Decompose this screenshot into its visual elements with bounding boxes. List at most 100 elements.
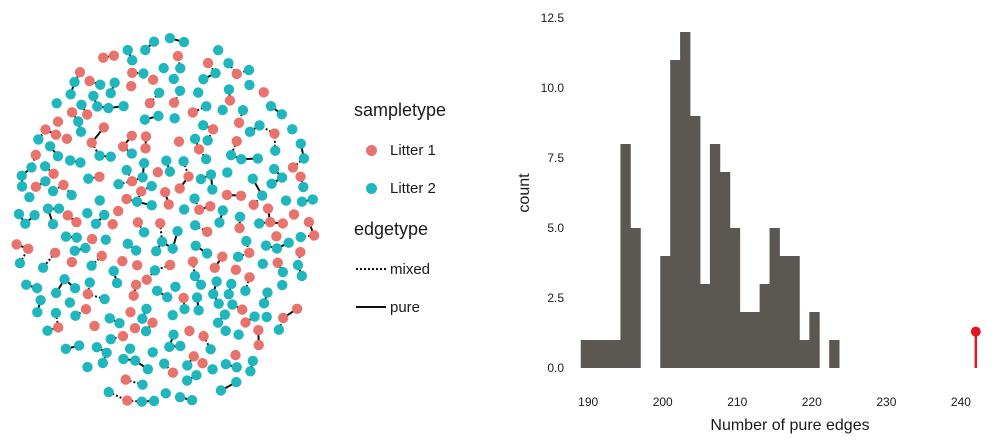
litter-2-node bbox=[277, 266, 289, 278]
litter-1-node bbox=[30, 181, 42, 193]
litter-2-node bbox=[147, 347, 158, 358]
litter-2-node bbox=[292, 259, 304, 271]
litter-2-node bbox=[26, 162, 37, 173]
litter-1-swatch bbox=[366, 144, 377, 156]
litter-1-node bbox=[164, 259, 176, 271]
litter-2-node bbox=[167, 243, 178, 254]
litter-2-node bbox=[42, 325, 53, 336]
litter-2-node bbox=[168, 73, 179, 85]
litter-2-node bbox=[146, 180, 157, 192]
litter-1-node bbox=[224, 95, 236, 106]
litter-1-node bbox=[147, 74, 159, 85]
histogram-bar bbox=[789, 256, 800, 368]
litter-2-node bbox=[13, 208, 25, 220]
litter-2-node bbox=[60, 343, 72, 355]
litter-2-node bbox=[69, 282, 81, 294]
litter-2-node bbox=[234, 211, 246, 223]
litter-2-node bbox=[88, 90, 99, 102]
pure-label: pure bbox=[390, 298, 421, 316]
litter-1-node bbox=[11, 239, 22, 250]
litter-2-node bbox=[261, 311, 272, 323]
litter-1-node bbox=[163, 199, 174, 210]
litter-1-node bbox=[126, 176, 138, 187]
litter-2-node bbox=[243, 64, 255, 76]
litter-2-node bbox=[295, 231, 306, 243]
litter-1-node bbox=[272, 257, 283, 268]
litter-2-node bbox=[249, 311, 260, 322]
litter-1-node bbox=[277, 312, 289, 324]
litter-2-node bbox=[126, 148, 138, 159]
litter-1-node bbox=[82, 288, 94, 300]
litter-2-node bbox=[189, 193, 200, 204]
litter-2-node bbox=[131, 196, 143, 207]
x-tick-label: 190 bbox=[578, 395, 598, 409]
x-axis-label: Number of pure edges bbox=[710, 417, 869, 434]
litter-2-node bbox=[181, 375, 193, 386]
y-tick-label: 10.0 bbox=[541, 81, 565, 95]
histogram-bar bbox=[719, 172, 731, 368]
litter-1-node bbox=[202, 57, 214, 69]
litter-1-node bbox=[201, 226, 213, 238]
litter-2-node bbox=[210, 67, 221, 79]
litter-1-node bbox=[49, 247, 61, 259]
litter-2-node bbox=[70, 310, 81, 321]
histogram-bar bbox=[600, 340, 611, 368]
litter-2-node bbox=[31, 282, 43, 294]
litter-2-node bbox=[139, 114, 151, 125]
litter-1-node bbox=[121, 193, 132, 205]
litter-2-node bbox=[170, 281, 181, 292]
litter-1-node bbox=[84, 75, 95, 87]
litter-2-node bbox=[164, 32, 176, 44]
litter-2-node bbox=[148, 395, 160, 407]
litter-2-node bbox=[73, 116, 84, 127]
litter-2-node bbox=[168, 329, 179, 340]
litter-2-node bbox=[189, 133, 201, 145]
litter-1-node bbox=[52, 322, 64, 333]
litter-1-node bbox=[117, 255, 128, 267]
litter-1-node bbox=[71, 217, 82, 228]
litter-2-node bbox=[226, 278, 237, 290]
litter-2-node bbox=[90, 218, 102, 229]
litter-2-node bbox=[95, 79, 106, 90]
litter-2-node bbox=[99, 209, 110, 221]
litter-1-node bbox=[50, 129, 62, 140]
litter-1-node bbox=[197, 357, 208, 369]
mixed-edge-swatch bbox=[356, 268, 386, 270]
litter-2-node bbox=[140, 326, 152, 337]
litter-2-node bbox=[44, 141, 56, 152]
litter-2-node bbox=[16, 181, 28, 192]
litter-2-node bbox=[130, 355, 141, 366]
litter-2-node bbox=[100, 234, 112, 245]
litter-1-node bbox=[58, 179, 69, 191]
litter-2-node bbox=[193, 305, 204, 316]
litter-2-node bbox=[211, 276, 222, 287]
litter-1-node bbox=[107, 219, 118, 230]
histogram-bar bbox=[620, 144, 631, 368]
litter-2-node bbox=[101, 347, 112, 358]
litter-1-node bbox=[173, 136, 185, 147]
litter-2-node bbox=[122, 238, 134, 250]
litter-2-node bbox=[142, 364, 154, 375]
y-tick-label: 0.0 bbox=[547, 361, 564, 375]
litter-2-node bbox=[103, 386, 114, 398]
litter-2-node bbox=[296, 196, 308, 207]
litter-1-node bbox=[86, 137, 97, 148]
litter-2-node bbox=[122, 44, 133, 56]
y-tick-label: 2.5 bbox=[547, 291, 564, 305]
litter-2-node bbox=[191, 369, 202, 381]
litter-1-node bbox=[168, 97, 180, 108]
histogram-bar bbox=[660, 256, 671, 368]
histogram-bar bbox=[610, 340, 621, 368]
litter-1-node bbox=[135, 186, 147, 197]
histogram-bar bbox=[580, 340, 592, 368]
litter-1-node bbox=[288, 209, 300, 220]
litter-2-node bbox=[258, 298, 270, 309]
litter-1-node bbox=[125, 306, 136, 318]
litter-2-node bbox=[276, 109, 288, 120]
litter-2-node bbox=[94, 195, 105, 206]
histogram-bar bbox=[670, 60, 681, 368]
litter-2-node bbox=[103, 102, 114, 114]
litter-2-node bbox=[24, 192, 35, 203]
litter-2-node bbox=[35, 295, 46, 306]
histogram-bar bbox=[690, 116, 701, 368]
